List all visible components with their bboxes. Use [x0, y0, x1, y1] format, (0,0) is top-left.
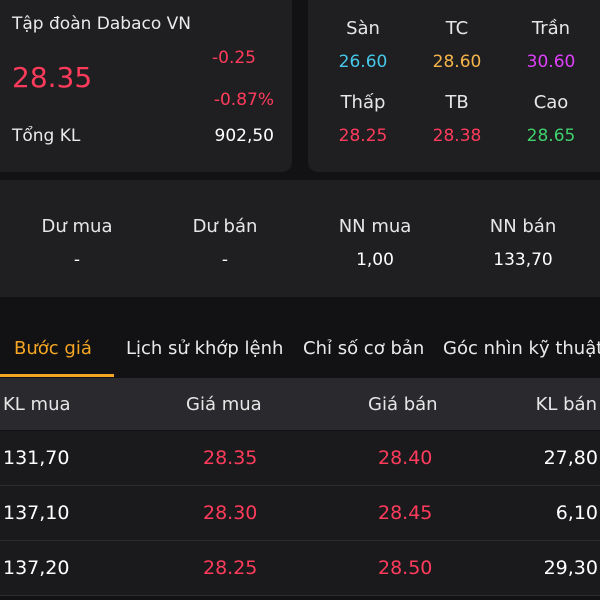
- ask-volume-cell: 27,80: [543, 447, 598, 469]
- ask-price-cell: 28.50: [378, 557, 433, 579]
- order-summary-panel: Dư mua - Dư bán - NN mua 1,00 NN bán 133…: [0, 180, 600, 297]
- bid-volume-cell: 137,20: [3, 557, 70, 579]
- bid-surplus-label: Dư mua: [41, 216, 113, 237]
- reference-label: TC: [445, 18, 469, 39]
- ceiling-label: Trần: [531, 18, 571, 39]
- summary-card: [0, 0, 292, 172]
- foreign-sell-value: 133,70: [493, 250, 553, 270]
- bid-price-cell: 28.30: [203, 502, 258, 524]
- foreign-buy-label: NN mua: [338, 216, 412, 237]
- total-volume-value: 902,50: [214, 126, 274, 146]
- ask-volume-cell: 29,30: [543, 557, 598, 579]
- bid-price-cell: 28.25: [203, 557, 258, 579]
- floor-label: Sàn: [346, 18, 380, 39]
- price-levels-card: [308, 0, 600, 172]
- header-bid-price: Giá mua: [186, 394, 262, 415]
- high-price: 28.65: [526, 126, 576, 146]
- ask-surplus-label: Dư bán: [192, 216, 258, 237]
- ask-surplus-value: -: [221, 250, 229, 270]
- total-volume-label: Tổng KL: [12, 126, 81, 146]
- company-name: Tập đoàn Dabaco VN: [12, 14, 191, 34]
- price-change-percent: -0.87%: [213, 90, 274, 110]
- high-label: Cao: [533, 92, 569, 113]
- tab-fundamentals[interactable]: Chỉ số cơ bản: [303, 338, 425, 359]
- bid-volume-cell: 137,10: [3, 502, 70, 524]
- bid-surplus-value: -: [73, 250, 81, 270]
- tab-price-steps[interactable]: Bước giá: [14, 338, 92, 359]
- table-row: 137,20 28.25 28.50 29,30: [0, 541, 600, 596]
- ask-price-cell: 28.45: [378, 502, 433, 524]
- foreign-sell-label: NN bán: [489, 216, 557, 237]
- header-ask-price: Giá bán: [368, 394, 438, 415]
- ceiling-price: 30.60: [526, 52, 576, 72]
- average-label: TB: [445, 92, 469, 113]
- table-row: 137,10 28.30 28.45 6,10: [0, 486, 600, 541]
- low-label: Thấp: [340, 92, 386, 113]
- ask-price-cell: 28.40: [378, 447, 433, 469]
- tab-bar: Bước giá Lịch sử khớp lệnh Chỉ số cơ bản…: [0, 322, 600, 378]
- header-ask-volume: KL bán: [535, 394, 597, 415]
- order-book-header: KL mua Giá mua Giá bán KL bán: [0, 378, 600, 430]
- tab-match-history[interactable]: Lịch sử khớp lệnh: [126, 338, 284, 359]
- table-row: 131,70 28.35 28.40 27,80: [0, 431, 600, 486]
- foreign-buy-value: 1,00: [356, 250, 394, 270]
- active-tab-indicator: [0, 374, 114, 377]
- current-price: 28.35: [12, 61, 93, 94]
- tab-technical-view[interactable]: Góc nhìn kỹ thuật: [443, 338, 600, 359]
- average-price: 28.38: [432, 126, 482, 146]
- reference-price: 28.60: [432, 52, 482, 72]
- bid-price-cell: 28.35: [203, 447, 258, 469]
- price-change: -0.25: [212, 48, 256, 68]
- ask-volume-cell: 6,10: [555, 502, 598, 524]
- low-price: 28.25: [338, 126, 388, 146]
- header-bid-volume: KL mua: [3, 394, 71, 415]
- bid-volume-cell: 131,70: [3, 447, 70, 469]
- floor-price: 26.60: [338, 52, 388, 72]
